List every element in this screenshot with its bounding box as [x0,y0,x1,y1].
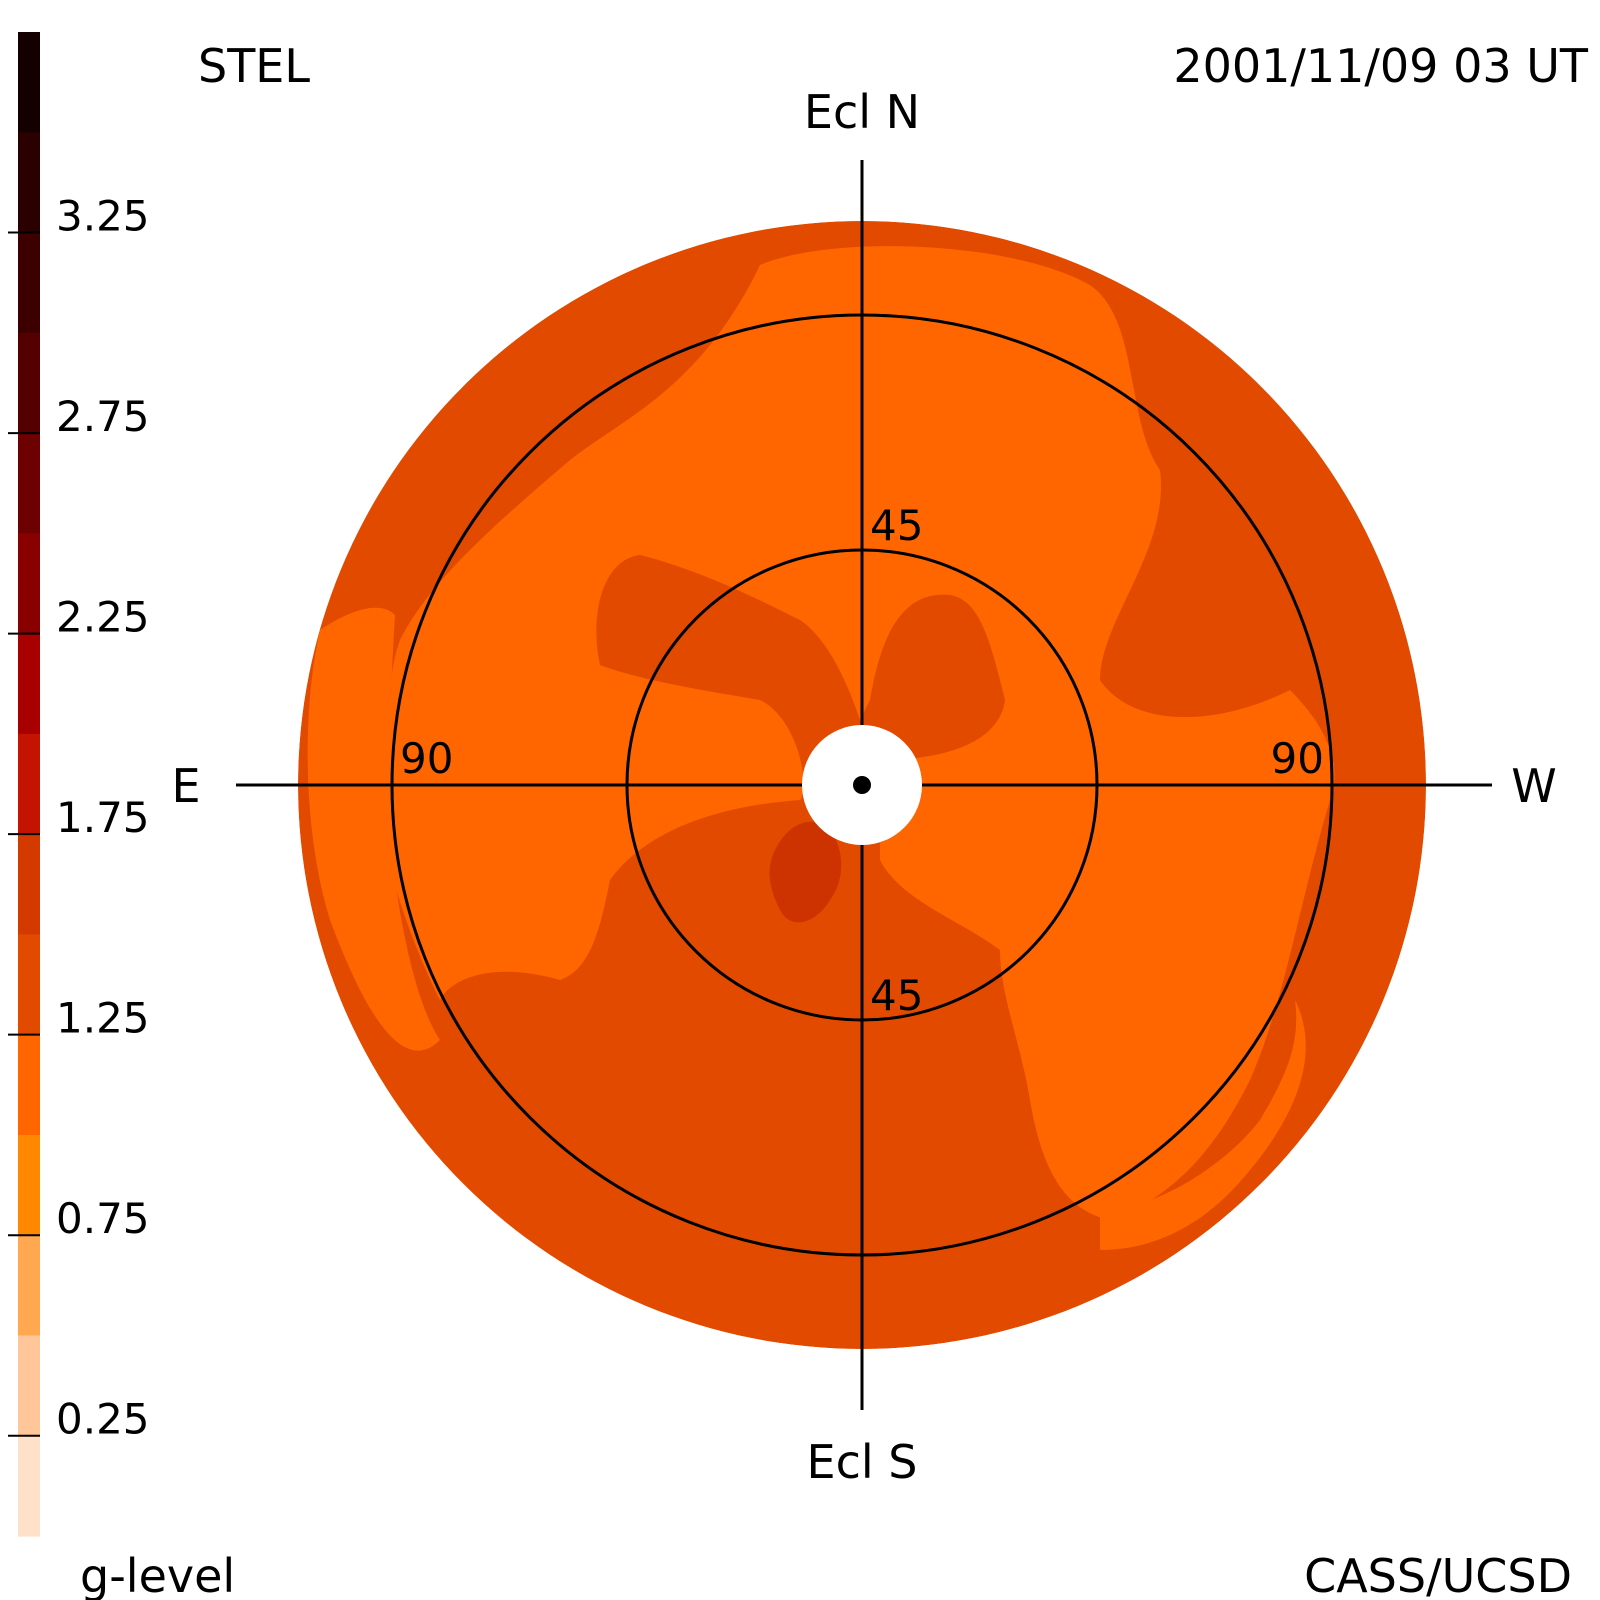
colorbar-bin-7 [18,733,40,835]
timestamp-label: 2001/11/09 03 UT [1173,39,1589,93]
colorbar-bin-10 [18,1034,40,1136]
colorbar-tick-label-6: 0.25 [56,1395,150,1444]
colorbar-tick-label-5: 0.75 [56,1194,150,1243]
ring-label-east: 90 [400,734,453,783]
colorbar-tick-label-1: 2.75 [56,392,150,441]
direction-west: W [1511,759,1556,813]
light-region-left-rim [307,607,440,1051]
colorbar-bin-13 [18,1335,40,1437]
colorbar-ticks: 3.25 2.75 2.25 1.75 1.25 0.75 0.25 [8,192,150,1444]
ring-label-west: 90 [1271,734,1324,783]
colorbar-bin-5 [18,533,40,635]
direction-north: Ecl N [804,85,920,139]
colorbar-bin-0 [18,32,40,133]
direction-south: Ecl S [807,1435,918,1489]
credit-label: CASS/UCSD [1304,1549,1572,1600]
colorbar-bin-9 [18,934,40,1036]
light-region-rim [1100,1000,1306,1250]
colorbar-tick-label-0: 3.25 [56,192,150,241]
colorbar-bin-12 [18,1235,40,1337]
colorbar-bin-4 [18,433,40,534]
light-region-core [387,246,1335,1221]
sun-center-marker [853,776,871,794]
colorbar-bin-3 [18,332,40,434]
colorbar-bin-14 [18,1435,40,1537]
instrument-label: STEL [198,39,310,93]
colorbar-bin-11 [18,1134,40,1236]
colorbar-tick-label-3: 1.75 [56,793,150,842]
ring-label-south: 45 [870,971,923,1020]
colorbar [18,32,40,1537]
deep-region [769,821,842,923]
ring-label-north: 45 [870,501,923,550]
colorbar-tick-label-2: 2.25 [56,593,150,642]
ring-labels: 45 45 90 90 [400,501,1324,1020]
colorbar-bin-1 [18,132,40,234]
colorbar-bin-2 [18,232,40,334]
colorbar-bin-6 [18,633,40,735]
colorbar-bin-8 [18,834,40,935]
colorbar-tick-label-4: 1.25 [56,994,150,1043]
direction-east: E [171,759,200,813]
colorbar-title: g-level [80,1549,235,1600]
